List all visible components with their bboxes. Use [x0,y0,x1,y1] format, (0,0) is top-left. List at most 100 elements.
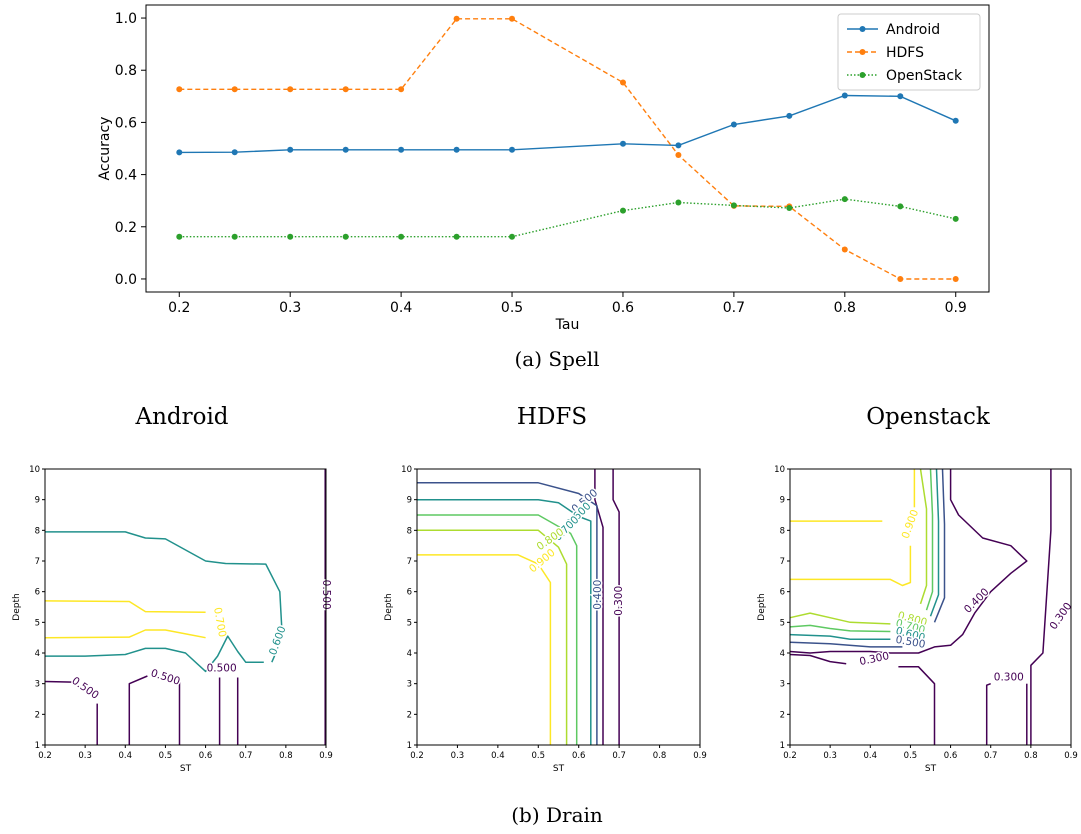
contour-line-openstack-10 [933,468,946,623]
point-openstack-10 [786,205,793,211]
point-android-7 [620,140,626,147]
contour-x-axis-label-openstack: ST [925,764,937,774]
contour-y-tick-label: 1 [780,741,785,751]
contour-y-tick-label: 9 [780,496,785,506]
point-openstack-9 [730,202,737,209]
spell-y-tick-label: 0.2 [115,220,137,236]
spell-plot-frame [145,4,990,293]
contour-line-openstack-13 [898,666,936,745]
contour-y-tick-label: 4 [407,649,412,659]
contour-title-openstack: Openstack [866,404,991,430]
contour-frame-android [44,468,327,746]
point-android-10 [786,112,793,119]
spell-x-tick-label: 0.7 [723,300,745,316]
contour-x-tick-label: 0.8 [653,751,667,761]
spell-y-tick-label: 0.4 [115,168,137,184]
point-android-12 [897,93,904,100]
contour-line-android-9 [45,635,264,673]
contour-x-tick-label: 0.5 [532,751,546,761]
point-hdfs-2 [287,86,294,93]
contour-line-openstack-14 [985,682,991,745]
contour-y-tick-label: 3 [780,680,785,690]
contour-y-tick-label: 3 [35,680,40,690]
spell-x-tick-label: 0.2 [168,300,190,316]
contour-line-android-11 [44,600,206,613]
point-openstack-12 [897,203,904,210]
spell-y-tick-label: 0.8 [115,63,137,79]
spell-x-tick-label: 0.8 [834,300,856,316]
contour-line-hdfs-1 [594,469,604,745]
contour-line-openstack-4 [919,468,928,605]
point-openstack-5 [453,233,460,240]
contour-y-tick-label: 9 [407,496,412,506]
point-android-1 [231,149,238,156]
point-android-2 [287,146,294,153]
contour-line-openstack-3 [789,612,891,625]
contour-y-tick-label: 10 [29,465,40,475]
contour-y-tick-label: 10 [774,465,785,475]
contour-x-tick-label: 0.2 [410,751,424,761]
contour-x-tick-label: 0.4 [864,751,878,761]
point-android-6 [509,146,515,153]
contour-label-android-1: 0.500 [149,667,181,688]
legend-marker-openstack [859,72,866,78]
point-hdfs-3 [342,86,349,93]
point-hdfs-11 [841,246,848,253]
point-hdfs-0 [176,86,183,93]
point-hdfs-5 [453,15,460,22]
contour-y-tick-label: 3 [407,680,412,690]
spell-x-tick-label: 0.5 [501,300,523,316]
contour-x-tick-label: 0.4 [119,751,133,761]
point-hdfs-1 [231,86,238,93]
contour-label-hdfs-5: 0.400 [592,580,604,610]
contour-line-openstack-9 [789,641,903,648]
contour-y-tick-label: 7 [407,557,412,567]
contour-y-tick-label: 6 [780,588,785,598]
caption-drain: (b) Drain [511,803,603,827]
contour-line-openstack-5 [789,624,891,633]
contour-line-hdfs-4 [417,514,578,745]
contour-label-openstack-4: 0.500 [895,634,927,651]
contour-y-tick-label: 8 [780,526,785,536]
contour-y-tick-label: 6 [35,588,40,598]
contour-label-hdfs-6: 0.300 [613,586,625,616]
legend-marker-android [859,26,866,32]
legend-label-hdfs: HDFS [886,45,924,61]
point-hdfs-6 [509,15,515,22]
point-android-0 [176,149,183,156]
contour-y-tick-label: 7 [780,557,785,567]
contour-y-tick-label: 8 [35,526,40,536]
contour-label-openstack-7: 0.300 [994,672,1024,684]
point-openstack-6 [509,233,515,240]
legend-marker-hdfs [859,49,866,55]
point-android-9 [730,121,737,128]
contour-y-tick-label: 2 [35,710,40,720]
contour-line-openstack-11 [789,469,1028,654]
spell-y-tick-label: 1.0 [115,11,137,27]
contour-panel-openstack: 0.9000.8000.7000.6000.5000.4000.3000.300… [757,404,1078,774]
contour-line-openstack-1 [790,545,912,587]
contour-x-tick-label: 0.3 [823,751,837,761]
contour-x-tick-label: 0.9 [319,751,333,761]
contour-frame-hdfs [416,468,701,746]
contour-line-hdfs-0 [612,469,620,745]
point-openstack-3 [342,233,349,240]
contour-x-axis-label-hdfs: ST [553,764,565,774]
series-line-openstack [179,198,956,238]
series-line-android [179,94,956,154]
contour-y-tick-label: 7 [35,557,40,567]
contour-label-openstack-6: 0.300 [858,650,890,668]
contour-x-tick-label: 0.9 [1064,751,1078,761]
contour-y-tick-label: 6 [407,588,412,598]
contour-x-tick-label: 0.8 [1024,751,1038,761]
contour-label-android-0: 0.500 [69,675,101,702]
contour-line-openstack-6 [925,468,934,611]
contour-title-hdfs: HDFS [517,404,587,430]
contour-y-tick-label: 9 [35,496,40,506]
point-android-5 [453,146,460,153]
contour-line-hdfs-5 [417,529,568,745]
contour-line-android-8 [45,531,283,629]
contour-x-tick-label: 0.6 [199,751,213,761]
contour-line-android-10 [271,652,277,663]
